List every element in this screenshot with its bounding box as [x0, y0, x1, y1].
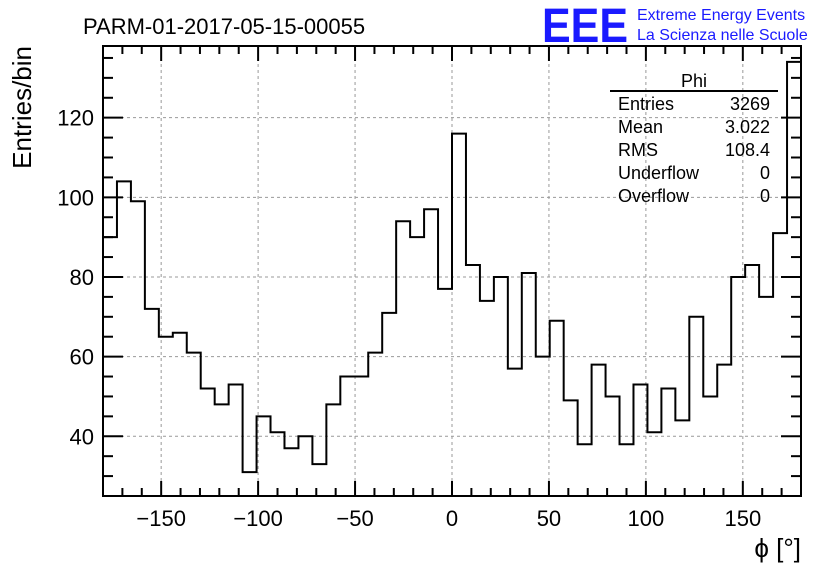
x-tick-label: −50 — [336, 506, 373, 531]
histogram-outline — [103, 60, 801, 474]
y-tick-label: 100 — [57, 185, 94, 210]
tick-layer — [102, 46, 802, 496]
chart-title: PARM-01-2017-05-15-00055 — [83, 14, 365, 39]
x-tick-label: −100 — [233, 506, 283, 531]
label-layer: −150 −100 −50 0 50 100 150 40 60 80 100 120 — [57, 106, 761, 531]
y-tick-label: 120 — [57, 106, 94, 131]
stats-label-mean: Mean — [618, 117, 663, 137]
x-tick-label: 0 — [446, 506, 458, 531]
x-tick-label: 50 — [537, 506, 561, 531]
x-axis-title: ϕ [°] — [754, 533, 801, 563]
x-tick-label: 100 — [628, 506, 665, 531]
y-tick-label: 40 — [70, 424, 94, 449]
stats-value-overflow: 0 — [760, 186, 770, 206]
y-tick-label: 60 — [70, 345, 94, 370]
x-tick-label: −150 — [136, 506, 186, 531]
stats-value-underflow: 0 — [760, 163, 770, 183]
eee-logo: EEE — [542, 0, 628, 53]
stats-title: Phi — [681, 71, 707, 91]
stats-label-underflow: Underflow — [618, 163, 700, 183]
y-tick-label: 80 — [70, 265, 94, 290]
y-axis-title: Entries/bin — [7, 46, 37, 169]
stats-value-rms: 108.4 — [725, 140, 770, 160]
stats-box: Phi Entries 3269 Mean 3.022 RMS 108.4 Un… — [610, 71, 778, 206]
stats-label-entries: Entries — [618, 94, 674, 114]
stats-value-mean: 3.022 — [725, 117, 770, 137]
stats-label-rms: RMS — [618, 140, 658, 160]
x-tick-label: 150 — [724, 506, 761, 531]
stats-value-entries: 3269 — [730, 94, 770, 114]
stats-label-overflow: Overflow — [618, 186, 690, 206]
logo-line-1: Extreme Energy Events — [637, 7, 805, 24]
logo-line-2: La Scienza nelle Scuole — [637, 27, 808, 44]
